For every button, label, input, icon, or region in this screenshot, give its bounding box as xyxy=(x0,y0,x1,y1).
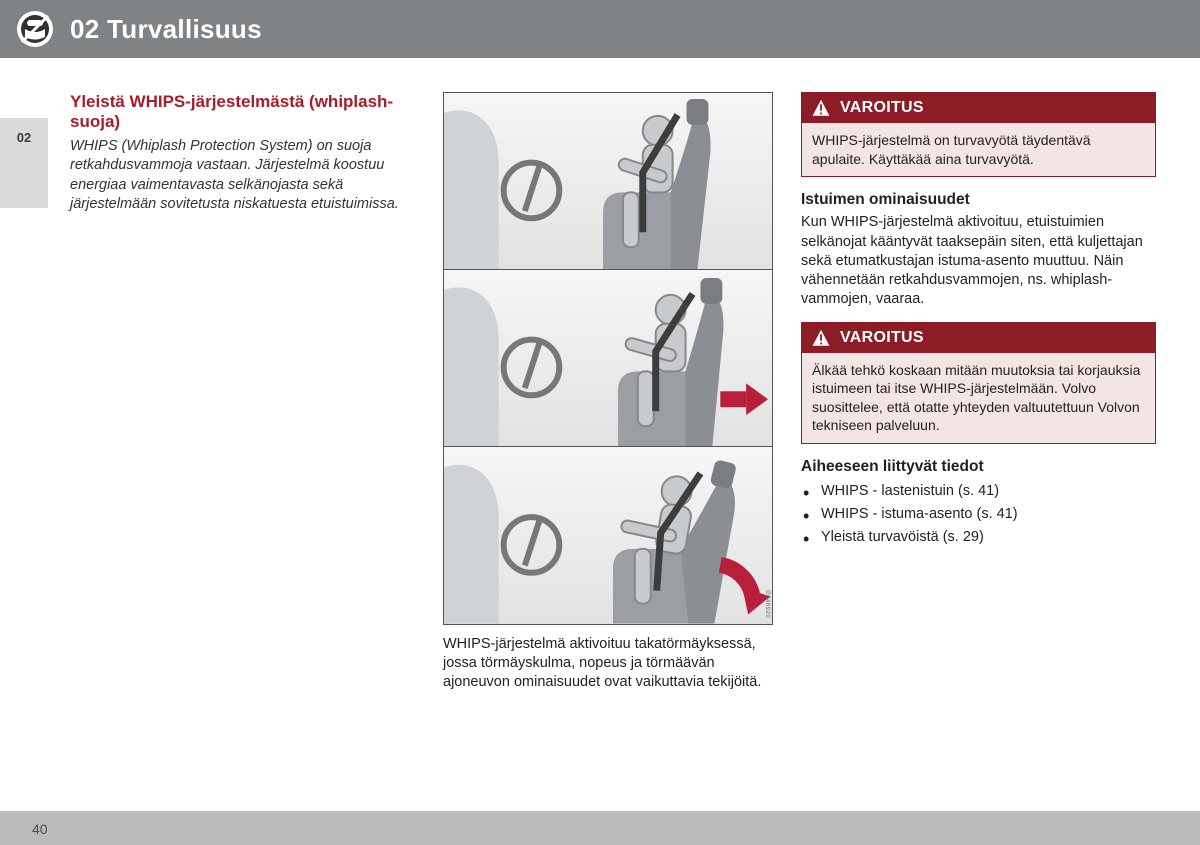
warning-header: VAROITUS xyxy=(802,93,1155,123)
warning-header: VAROITUS xyxy=(802,323,1155,353)
warning-box-2: VAROITUS Älkää tehkö koskaan mitään muut… xyxy=(801,322,1156,444)
diagram-panel-1 xyxy=(444,93,772,270)
left-column: Yleistä WHIPS-järjestelmästä (whiplash-s… xyxy=(70,92,415,800)
warning-label: VAROITUS xyxy=(840,329,924,347)
warning-triangle-icon xyxy=(810,97,832,119)
list-item: WHIPS - istuma-asento (s. 41) xyxy=(801,503,1156,526)
warning-triangle-icon xyxy=(810,327,832,349)
diagram-panel-2 xyxy=(444,270,772,447)
image-code: G046920 xyxy=(764,590,770,618)
arrow-curved-icon xyxy=(720,565,770,615)
subheading-seat: Istuimen ominaisuudet xyxy=(801,191,1156,209)
chapter-icon xyxy=(0,0,70,58)
list-item: WHIPS - lastenistuin (s. 41) xyxy=(801,480,1156,503)
warning-body: Älkää tehkö koskaan mitään muutoksia tai… xyxy=(802,353,1155,443)
warning-box-1: VAROITUS WHIPS-järjestelmä on turvavyötä… xyxy=(801,92,1156,177)
diagram-caption: WHIPS-järjestelmä aktivoituu takatörmäyk… xyxy=(443,635,773,692)
section-title: Yleistä WHIPS-järjestelmästä (whiplash-s… xyxy=(70,92,415,133)
related-list: WHIPS - lastenistuin (s. 41) WHIPS - ist… xyxy=(801,480,1156,550)
section-tab-label: 02 xyxy=(17,130,31,145)
middle-column: G046920 WHIPS-järjestelmä aktivoituu tak… xyxy=(443,92,773,800)
chapter-title: 02 Turvallisuus xyxy=(70,14,262,45)
chapter-header: 02 Turvallisuus xyxy=(0,0,1200,58)
diagram-panel-3: G046920 xyxy=(444,447,772,624)
intro-paragraph: WHIPS (Whiplash Protection System) on su… xyxy=(70,137,415,215)
warning-body: WHIPS-järjestelmä on turvavyötä täydentä… xyxy=(802,123,1155,176)
related-heading: Aiheeseen liittyvät tiedot xyxy=(801,458,1156,476)
warning-label: VAROITUS xyxy=(840,99,924,117)
content-area: Yleistä WHIPS-järjestelmästä (whiplash-s… xyxy=(70,92,1165,800)
section-tab: 02 xyxy=(0,118,48,208)
paragraph-seat: Kun WHIPS-järjestelmä aktivoituu, etuist… xyxy=(801,213,1156,309)
list-item: Yleistä turvavöistä (s. 29) xyxy=(801,526,1156,549)
page-footer: 40 xyxy=(0,811,1200,845)
right-column: VAROITUS WHIPS-järjestelmä on turvavyötä… xyxy=(801,92,1156,800)
whips-diagram: G046920 xyxy=(443,92,773,625)
arrow-straight-icon xyxy=(720,383,768,415)
page-number: 40 xyxy=(32,821,48,837)
